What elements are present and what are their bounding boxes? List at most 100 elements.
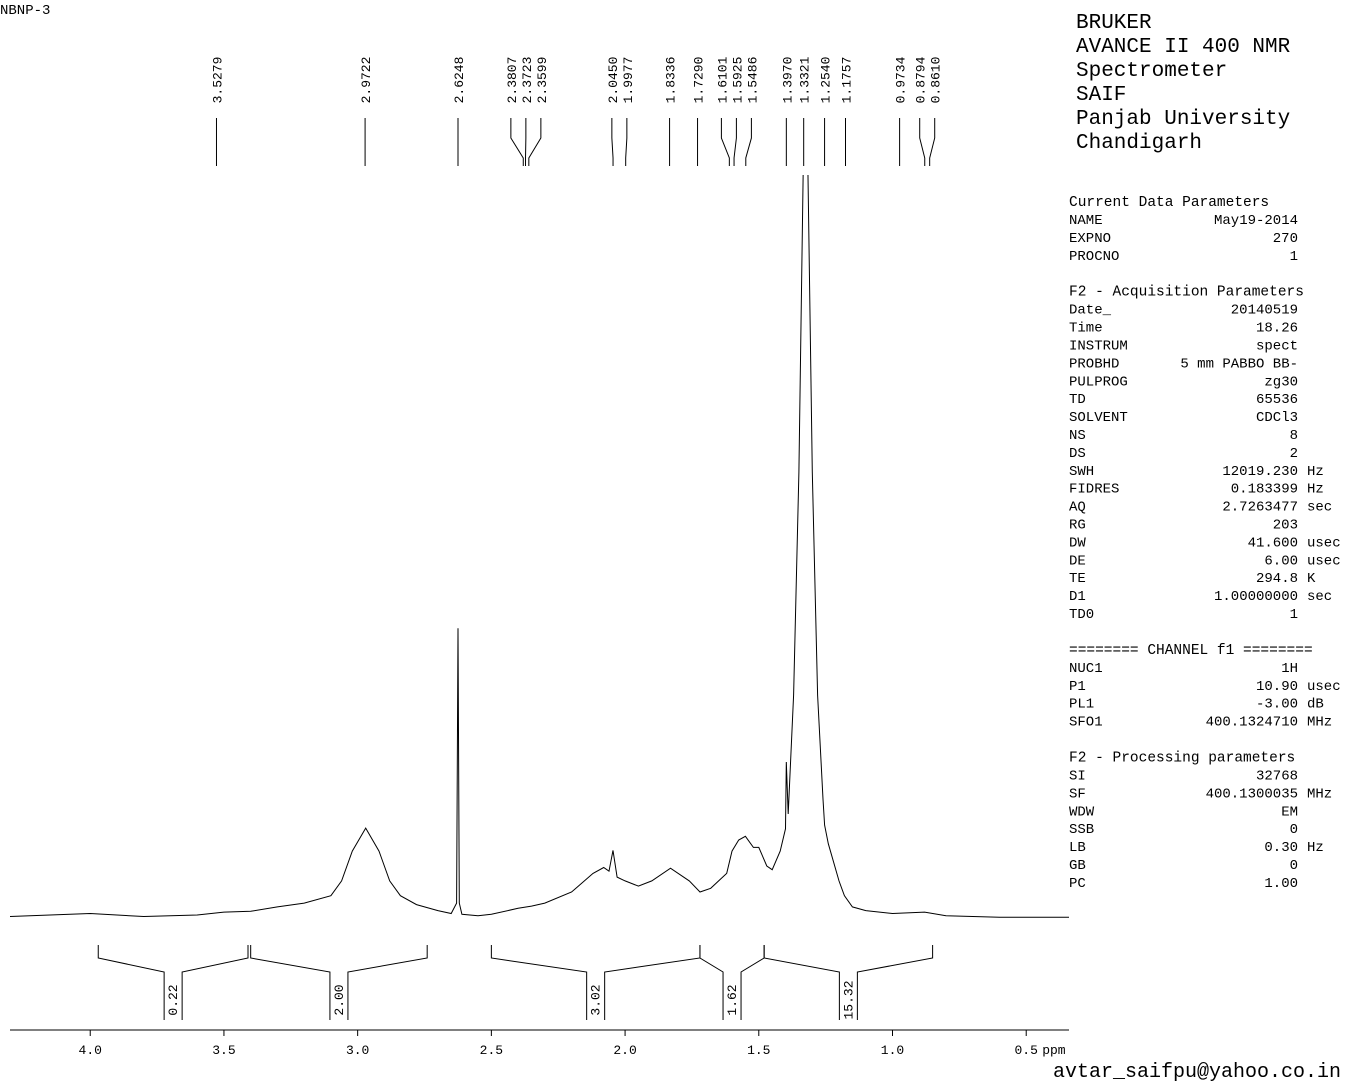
param-value: zg30 bbox=[1264, 374, 1298, 390]
x-tick-label: 1.0 bbox=[881, 1043, 904, 1058]
param-name: NS bbox=[1069, 428, 1086, 444]
param-name: SI bbox=[1069, 769, 1086, 785]
param-name: TD bbox=[1069, 392, 1086, 408]
instrument-line: BRUKER bbox=[1076, 12, 1152, 35]
param-value: 2.7263477 bbox=[1222, 500, 1298, 516]
x-axis-label: ppm bbox=[1042, 1043, 1066, 1058]
param-value: 203 bbox=[1273, 518, 1298, 534]
peak-marker bbox=[734, 118, 736, 166]
peak-label: 2.3807 bbox=[505, 57, 520, 104]
param-name: FIDRES bbox=[1069, 482, 1119, 498]
instrument-line: AVANCE II 400 NMR bbox=[1076, 36, 1291, 59]
param-value: 400.1324710 bbox=[1206, 715, 1298, 731]
peak-label: 2.3723 bbox=[520, 57, 535, 104]
peak-label: 1.1757 bbox=[840, 57, 855, 104]
peak-label: 1.9977 bbox=[621, 57, 636, 104]
param-name: DS bbox=[1069, 446, 1086, 462]
param-value: May19-2014 bbox=[1214, 213, 1298, 229]
param-name: PROCNO bbox=[1069, 249, 1119, 265]
param-value: 1 bbox=[1290, 249, 1298, 265]
integral-label: 2.00 bbox=[332, 984, 347, 1015]
peak-label: 2.6248 bbox=[452, 57, 467, 104]
plot-area bbox=[10, 101, 1069, 918]
integral-bracket bbox=[98, 945, 164, 1020]
integral-bracket bbox=[182, 945, 248, 1020]
peak-marker bbox=[529, 118, 541, 166]
sample-name: NBNP-3 bbox=[0, 3, 50, 19]
param-value: 8 bbox=[1290, 428, 1298, 444]
x-tick-label: 4.0 bbox=[79, 1043, 102, 1058]
param-name: PL1 bbox=[1069, 697, 1094, 713]
param-unit: Hz bbox=[1307, 464, 1324, 480]
param-value: 0.30 bbox=[1264, 840, 1298, 856]
section-title: ======== CHANNEL f1 ======== bbox=[1069, 643, 1313, 659]
x-tick-label: 3.0 bbox=[346, 1043, 369, 1058]
peak-label: 1.6101 bbox=[715, 56, 730, 103]
peak-marker bbox=[511, 118, 523, 166]
integral-bracket bbox=[348, 945, 427, 1020]
param-unit: K bbox=[1307, 571, 1316, 587]
param-value: 20140519 bbox=[1231, 303, 1298, 319]
param-name: WDW bbox=[1069, 804, 1095, 820]
integral-label: 15.32 bbox=[841, 980, 856, 1019]
peak-label: 1.5925 bbox=[730, 57, 745, 104]
param-value: 12019.230 bbox=[1222, 464, 1298, 480]
param-name: P1 bbox=[1069, 679, 1086, 695]
param-unit: Hz bbox=[1307, 840, 1324, 856]
param-value: 0 bbox=[1290, 858, 1298, 874]
param-name: NUC1 bbox=[1069, 661, 1103, 677]
section-title: F2 - Acquisition Parameters bbox=[1069, 285, 1304, 301]
spectrum-trace bbox=[10, 101, 1069, 918]
param-name: RG bbox=[1069, 518, 1086, 534]
contact-email: avtar_saifpu@yahoo.co.in bbox=[1053, 1061, 1341, 1082]
peak-label: 1.2540 bbox=[819, 57, 834, 104]
integral-bracket bbox=[700, 945, 723, 1020]
param-name: NAME bbox=[1069, 213, 1103, 229]
param-value: 5 mm PABBO BB- bbox=[1180, 356, 1298, 372]
param-value: 32768 bbox=[1256, 769, 1298, 785]
instrument-line: SAIF bbox=[1076, 84, 1126, 107]
param-name: AQ bbox=[1069, 500, 1086, 516]
param-unit: MHz bbox=[1307, 715, 1332, 731]
param-unit: Hz bbox=[1307, 482, 1324, 498]
param-name: EXPNO bbox=[1069, 231, 1111, 247]
param-value: 65536 bbox=[1256, 392, 1298, 408]
param-unit: usec bbox=[1307, 535, 1341, 551]
peak-marker bbox=[920, 118, 925, 166]
x-tick-label: 0.5 bbox=[1015, 1043, 1038, 1058]
param-unit: usec bbox=[1307, 553, 1341, 569]
instrument-line: Chandigarh bbox=[1076, 132, 1202, 155]
integral-label: 3.02 bbox=[589, 984, 604, 1015]
peak-label: 2.9722 bbox=[359, 57, 374, 104]
peak-label: 2.0450 bbox=[606, 57, 621, 104]
param-name: Time bbox=[1069, 321, 1103, 337]
x-tick-label: 2.5 bbox=[480, 1043, 503, 1058]
peak-marker bbox=[930, 118, 935, 166]
param-value: 270 bbox=[1273, 231, 1298, 247]
param-value: 2 bbox=[1290, 446, 1298, 462]
peak-marker bbox=[746, 118, 752, 166]
integral-bracket bbox=[605, 945, 700, 1020]
param-value: 6.00 bbox=[1264, 553, 1298, 569]
param-name: SSB bbox=[1069, 822, 1094, 838]
param-value: 0 bbox=[1290, 822, 1298, 838]
param-name: PROBHD bbox=[1069, 356, 1119, 372]
param-name: D1 bbox=[1069, 589, 1086, 605]
param-value: 10.90 bbox=[1256, 679, 1298, 695]
param-value: 400.1300035 bbox=[1206, 786, 1298, 802]
peak-label: 3.5279 bbox=[210, 57, 225, 104]
x-tick-label: 2.0 bbox=[613, 1043, 636, 1058]
param-name: SWH bbox=[1069, 464, 1094, 480]
x-tick-label: 3.5 bbox=[212, 1043, 235, 1058]
peak-label: 1.3321 bbox=[798, 56, 813, 103]
param-value: 1H bbox=[1281, 661, 1298, 677]
param-name: TD0 bbox=[1069, 607, 1094, 623]
param-name: PC bbox=[1069, 876, 1086, 892]
peak-label: 1.7290 bbox=[692, 57, 707, 104]
param-value: EM bbox=[1281, 804, 1298, 820]
param-name: LB bbox=[1069, 840, 1086, 856]
peak-label: 2.3599 bbox=[535, 57, 550, 104]
param-unit: sec bbox=[1307, 589, 1332, 605]
param-name: TE bbox=[1069, 571, 1086, 587]
param-value: 1.00000000 bbox=[1214, 589, 1298, 605]
